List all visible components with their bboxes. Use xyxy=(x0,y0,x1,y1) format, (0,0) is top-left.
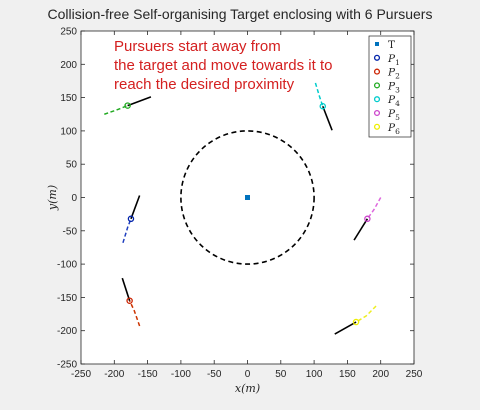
legend-pursuer-marker-5 xyxy=(373,109,381,117)
x-tick-label: 200 xyxy=(372,369,389,380)
legend-pursuer-marker-2 xyxy=(373,68,381,75)
x-tick-label: 50 xyxy=(275,369,287,380)
pursuer-trail-5 xyxy=(366,197,382,220)
pursuer-marker-6 xyxy=(352,318,360,326)
legend-pursuer-label-5: P5 xyxy=(387,108,400,122)
y-tick-label: -50 xyxy=(63,226,78,237)
x-tick-label: 250 xyxy=(406,369,423,380)
y-tick-label: -250 xyxy=(57,360,77,371)
x-tick-label: -250 xyxy=(71,369,91,380)
legend-pursuer-marker-1 xyxy=(373,54,381,61)
annotation-line-3: reach the desired proximity xyxy=(114,76,295,93)
pursuer-marker-2 xyxy=(126,297,133,304)
y-tick-label: -150 xyxy=(57,293,77,304)
y-tick-label: 50 xyxy=(66,160,78,171)
legend-pursuer-label-1: P1 xyxy=(387,53,400,67)
legend-pursuer-label-3: P3 xyxy=(387,80,400,94)
y-axis-label: y(m) xyxy=(46,185,59,211)
x-tick-label: -200 xyxy=(104,369,124,380)
legend-target-label: T xyxy=(388,39,395,51)
pursuer-trail-2 xyxy=(128,300,141,327)
x-tick-label: -50 xyxy=(207,369,222,380)
y-tick-label: 200 xyxy=(60,60,77,71)
legend-pursuer-label-6: P6 xyxy=(387,122,400,136)
pursuer-heading-6 xyxy=(334,321,357,335)
legend-box xyxy=(368,35,412,138)
legend-target-marker xyxy=(375,42,379,46)
annotation-line-1: Pursuers start away from xyxy=(114,38,281,55)
pursuer-trail-3 xyxy=(104,104,128,115)
pursuer-heading-4 xyxy=(322,105,333,131)
x-tick-label: -150 xyxy=(138,369,158,380)
y-tick-label: -200 xyxy=(57,326,77,337)
x-tick-label: 150 xyxy=(339,369,356,380)
chart-title: Collision-free Self-organising Target en… xyxy=(47,6,433,22)
pursuer-heading-2 xyxy=(121,277,131,301)
pursuer-trail-6 xyxy=(355,305,377,323)
pursuer-heading-3 xyxy=(127,96,152,107)
target-marker xyxy=(245,195,250,200)
pursuer-marker-1 xyxy=(127,215,135,223)
legend-pursuer-label-2: P2 xyxy=(387,67,400,81)
y-tick-label: 250 xyxy=(60,27,77,38)
y-tick-label: 150 xyxy=(60,93,77,104)
y-tick-label: 0 xyxy=(71,193,77,204)
y-tick-label: 100 xyxy=(60,126,77,137)
y-tick-label: -100 xyxy=(57,260,77,271)
legend-pursuer-marker-6 xyxy=(373,123,381,130)
legend-pursuer-label-4: P4 xyxy=(387,94,400,108)
pursuer-marker-4 xyxy=(319,103,327,110)
legend-pursuer-marker-3 xyxy=(373,82,381,89)
x-tick-label: 100 xyxy=(306,369,323,380)
pursuer-heading-1 xyxy=(130,195,141,220)
x-tick-label: 0 xyxy=(245,369,251,380)
pursuer-heading-5 xyxy=(353,218,369,241)
pursuer-trail-4 xyxy=(314,82,324,107)
proximity-circle xyxy=(180,130,315,265)
annotation-line-2: the target and move towards it to xyxy=(114,57,332,74)
x-axis-label: x(m) xyxy=(235,382,260,395)
pursuer-marker-3 xyxy=(124,102,131,109)
x-tick-label: -100 xyxy=(171,369,191,380)
pursuer-marker-5 xyxy=(364,215,371,223)
legend-pursuer-marker-4 xyxy=(373,96,381,103)
